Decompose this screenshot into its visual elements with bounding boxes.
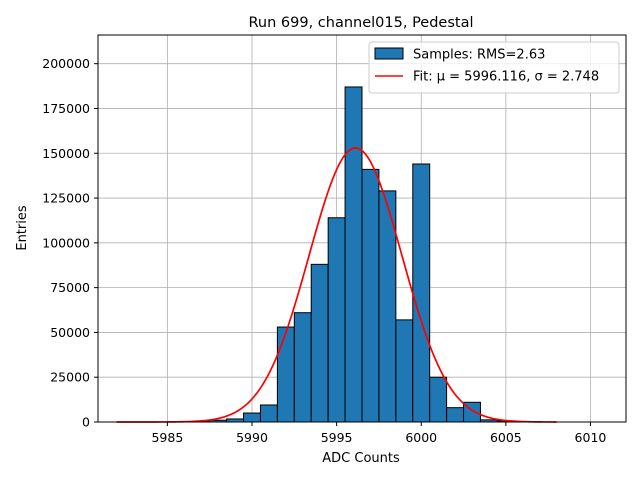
histogram-bar — [344, 86, 363, 423]
y-tick-label: 100000 — [42, 235, 90, 250]
y-axis-ticks: 0 25000 50000 75000 100000 125000 150000 175000… — [42, 56, 98, 430]
histogram-bars — [192, 86, 515, 423]
histogram-bar — [361, 168, 380, 423]
legend: Samples: RMS=2.63 Fit: μ = 5996.116, σ =… — [368, 41, 620, 94]
histogram-bar — [429, 376, 448, 423]
y-tick-label: 25000 — [50, 370, 90, 385]
x-axis-ticks: 5985 5990 5995 6000 6005 6010 — [151, 422, 606, 445]
y-tick-label: 175000 — [42, 101, 90, 116]
y-tick-label: 50000 — [50, 325, 90, 340]
histogram-bar — [310, 263, 329, 423]
histogram-bar — [446, 407, 465, 423]
legend-samples-swatch — [374, 47, 404, 60]
histogram-bar — [293, 312, 312, 423]
y-tick-label: 150000 — [42, 146, 90, 161]
chart-title: Run 699, channel015, Pedestal — [248, 15, 473, 31]
x-tick-label: 5995 — [321, 430, 353, 445]
x-tick-label: 6005 — [490, 430, 522, 445]
histogram-bar — [276, 326, 295, 423]
x-tick-label: 6000 — [405, 430, 437, 445]
histogram-bar — [327, 217, 346, 423]
histogram-bar — [259, 404, 278, 423]
y-tick-label: 125000 — [42, 191, 90, 206]
x-tick-label: 5985 — [151, 430, 183, 445]
x-axis-label: ADC Counts — [322, 451, 400, 466]
y-axis-label: Entries — [15, 205, 30, 251]
y-tick-label: 200000 — [42, 56, 90, 71]
histogram-bar — [243, 412, 261, 423]
y-tick-label: 75000 — [50, 280, 90, 295]
x-tick-label: 5990 — [236, 430, 268, 445]
x-tick-label: 6010 — [575, 430, 607, 445]
histogram-bar — [412, 163, 431, 423]
y-tick-label: 0 — [82, 415, 90, 430]
legend-fit-label: Fit: μ = 5996.116, σ = 2.748 — [413, 70, 599, 85]
legend-box — [368, 41, 620, 94]
plot-frame — [97, 34, 627, 423]
histogram-bar — [395, 319, 414, 423]
legend-samples-label: Samples: RMS=2.63 — [413, 48, 545, 63]
